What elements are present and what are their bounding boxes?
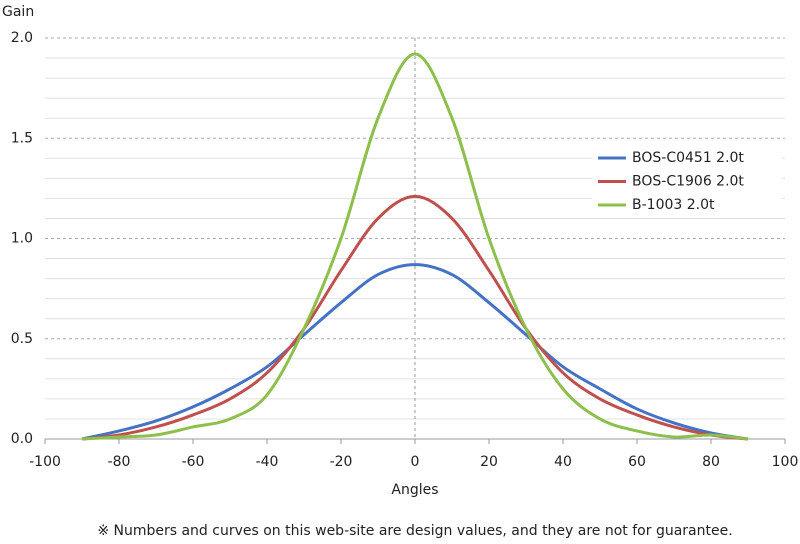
y-tick-label: 1.5 xyxy=(11,130,33,146)
legend-label: BOS-C1906 2.0t xyxy=(632,174,744,190)
footnote: ※ Numbers and curves on this web-site ar… xyxy=(97,523,732,539)
y-axis-label: Gain xyxy=(2,4,34,20)
y-tick-label: 1.0 xyxy=(11,231,33,247)
x-tick-label: -20 xyxy=(330,454,353,470)
legend-label: BOS-C0451 2.0t xyxy=(632,150,744,166)
x-tick-label: 40 xyxy=(554,454,572,470)
x-tick-label: -40 xyxy=(256,454,279,470)
x-tick-label: 100 xyxy=(772,454,799,470)
series-line xyxy=(81,52,749,441)
series-line xyxy=(81,263,749,441)
x-axis-label: Angles xyxy=(391,482,438,498)
y-tick-label: 0.5 xyxy=(11,331,33,347)
x-tick-label: -60 xyxy=(182,454,205,470)
y-tick-label: 2.0 xyxy=(11,30,33,46)
x-tick-label: -100 xyxy=(29,454,61,470)
x-tick-label: 0 xyxy=(411,454,420,470)
x-tick-label: 80 xyxy=(702,454,720,470)
legend-label: B-1003 2.0t xyxy=(632,197,715,213)
x-tick-label: 20 xyxy=(480,454,498,470)
x-tick-label: -80 xyxy=(108,454,131,470)
series-line xyxy=(81,194,749,441)
x-tick-label: 60 xyxy=(628,454,646,470)
y-tick-label: 0.0 xyxy=(11,431,33,447)
